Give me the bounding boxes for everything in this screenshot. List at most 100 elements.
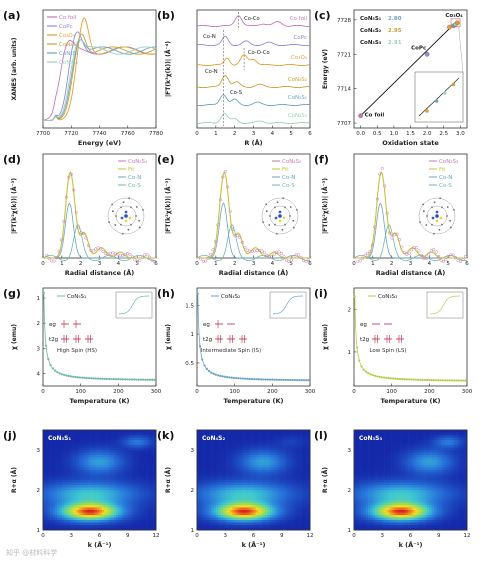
heatmap-cell: [137, 495, 140, 498]
heatmap-cell: [368, 522, 371, 526]
heatmap-cell: [118, 447, 121, 451]
heatmap-cell: [137, 470, 140, 473]
heatmap-cell: [123, 462, 126, 466]
heatmap-cell: [288, 432, 292, 436]
heatmap-cell: [274, 487, 278, 491]
heatmap-cell: [269, 465, 273, 468]
heatmap-cell: [262, 470, 266, 473]
legend-entry: CoN₅S₁: [59, 51, 78, 57]
heatmap-cell: [153, 470, 157, 473]
heatmap-cell: [45, 500, 48, 503]
heatmap-cell: [132, 482, 136, 486]
x-tick-label: 0: [352, 389, 356, 395]
heatmap-cell: [241, 520, 245, 523]
heatmap-cell: [255, 522, 259, 526]
heatmap-cell: [358, 497, 362, 501]
heatmap-cell: [208, 437, 212, 441]
x-tick-label: 300: [462, 389, 473, 395]
heatmap-cell: [368, 462, 371, 466]
x-tick-label: 3: [70, 533, 74, 539]
heatmap-cell: [295, 455, 299, 458]
heatmap-cell: [298, 452, 301, 456]
heatmap-cell: [354, 490, 357, 493]
data-point: [211, 248, 215, 252]
heatmap-cell: [220, 495, 224, 498]
heatmap-cell: [99, 450, 103, 453]
heatmap-cell: [232, 522, 235, 526]
heatmap-cell: [111, 440, 114, 443]
heatmap-cell: [356, 507, 359, 511]
heatmap-cell: [305, 502, 308, 506]
heatmap-cell: [45, 485, 48, 488]
heatmap-cell: [68, 512, 72, 516]
heatmap-cell: [277, 472, 280, 476]
heatmap-cell: [358, 525, 362, 528]
atom: [122, 201, 125, 204]
heatmap-cell: [356, 437, 359, 441]
heatmap-cell: [87, 435, 91, 438]
heatmap-cell: [50, 432, 53, 436]
x-tick-label: 6: [98, 533, 102, 539]
heatmap-cell: [302, 490, 306, 493]
heatmap-cell: [375, 452, 378, 456]
heatmap-cell: [307, 515, 311, 518]
heatmap-cell: [220, 487, 224, 491]
heatmap-cell: [241, 475, 245, 478]
heatmap-cell: [246, 475, 250, 478]
heatmap-cell: [108, 485, 112, 488]
heatmap-cell: [302, 515, 306, 518]
heatmap-cell: [75, 520, 79, 523]
heatmap-cell: [75, 457, 79, 461]
heatmap-cell: [64, 450, 67, 453]
heatmap-cell: [52, 462, 56, 466]
heatmap-cell: [229, 465, 233, 468]
heatmap-cell: [295, 445, 299, 448]
legend-entry: Co₃O₄: [291, 55, 308, 61]
heatmap-cell: [94, 487, 98, 491]
heatmap-cell: [113, 442, 117, 446]
heatmap-cell: [148, 527, 152, 531]
heatmap-cell: [106, 520, 110, 523]
heatmap-cell: [298, 457, 301, 461]
heatmap-cell: [85, 525, 89, 528]
data-point: [101, 249, 105, 254]
heatmap-cell: [115, 500, 119, 503]
heatmap-cell: [204, 457, 207, 461]
heatmap-cell: [92, 430, 96, 433]
heatmap-cell: [288, 455, 292, 458]
heatmap-cell: [97, 462, 100, 466]
heatmap-cell: [305, 437, 308, 441]
heatmap-cell: [307, 475, 311, 478]
atom: [281, 228, 284, 231]
heatmap-cell: [83, 432, 86, 436]
heatmap-cell: [291, 455, 294, 458]
heatmap-cell: [251, 455, 254, 458]
heatmap-cell: [73, 505, 77, 508]
heatmap-cell: [375, 462, 378, 466]
heatmap-cell: [148, 492, 152, 496]
heatmap-cell: [354, 445, 357, 448]
heatmap-cell: [363, 435, 367, 438]
heatmap-cell: [251, 457, 254, 461]
data-point: [130, 255, 135, 259]
heatmap-cell: [356, 520, 359, 523]
heatmap-cell: [368, 500, 371, 503]
heatmap-cell: [269, 470, 273, 473]
heatmap-cell: [218, 507, 221, 511]
heatmap-cell: [274, 505, 278, 508]
heatmap-cell: [262, 517, 266, 521]
heatmap-cell: [265, 487, 268, 491]
heatmap-cell: [277, 462, 280, 466]
heatmap-cell: [258, 452, 261, 456]
heatmap-cell: [284, 527, 287, 531]
heatmap-cell: [370, 510, 374, 513]
heatmap-cell: [97, 500, 100, 503]
heatmap-cell: [372, 517, 376, 521]
heatmap-cell: [368, 515, 371, 518]
heatmap-cell: [255, 490, 259, 493]
heatmap-cell: [260, 482, 264, 486]
heatmap-cell: [274, 442, 278, 446]
heatmap-cell: [151, 477, 154, 481]
heatmap-cell: [277, 522, 280, 526]
legend-entry: Co-N: [282, 175, 295, 181]
